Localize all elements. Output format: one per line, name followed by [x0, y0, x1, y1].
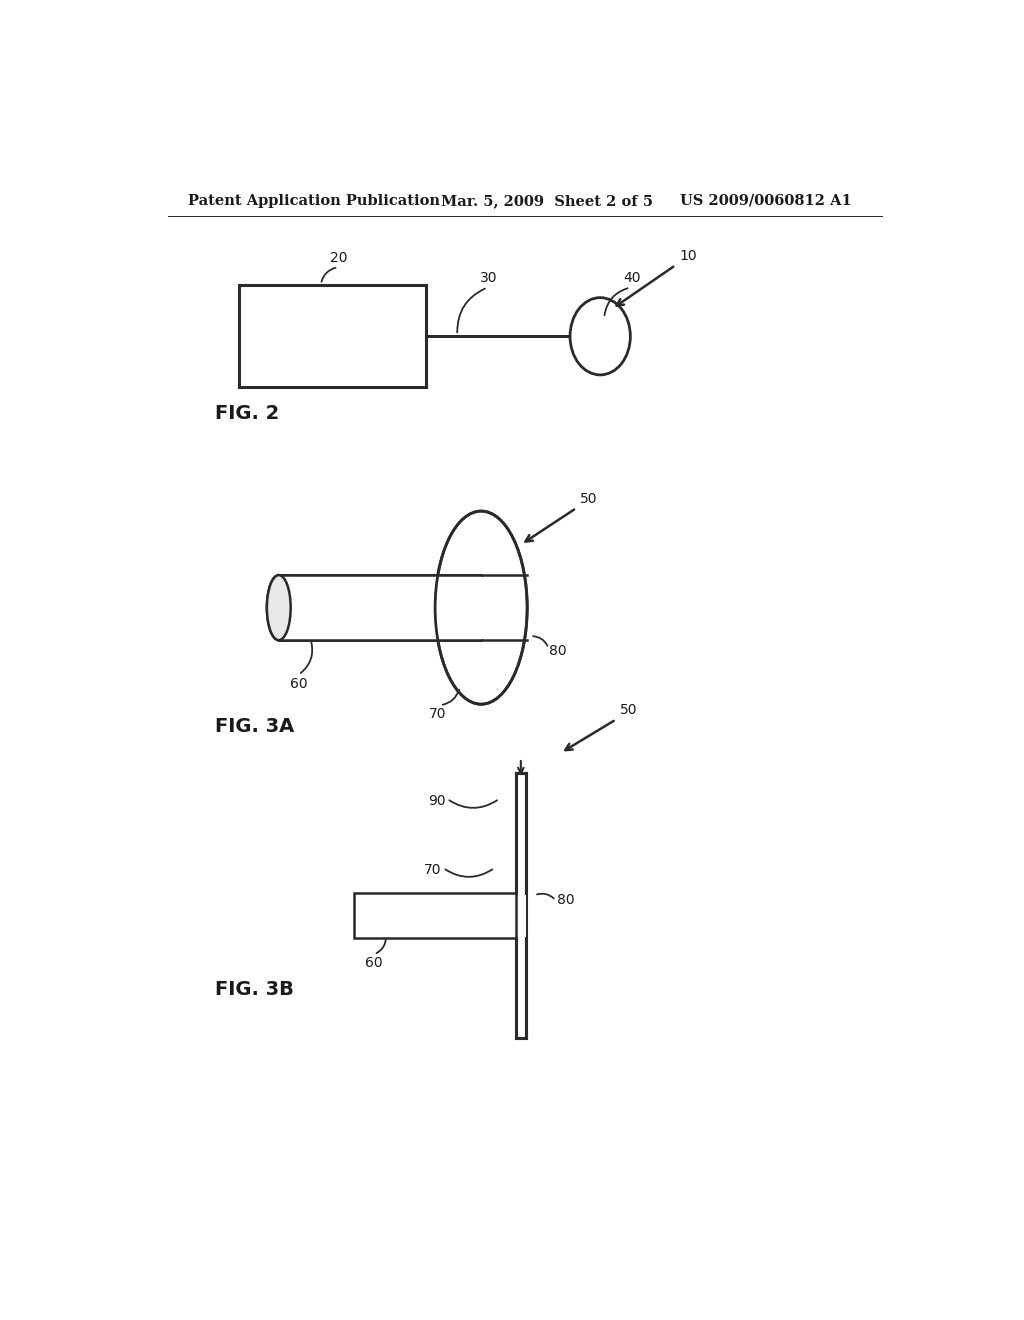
Text: 80: 80: [557, 894, 574, 907]
Circle shape: [570, 297, 631, 375]
Bar: [279, 576, 481, 640]
Text: Mar. 5, 2009  Sheet 2 of 5: Mar. 5, 2009 Sheet 2 of 5: [441, 194, 653, 209]
Text: FIG. 3A: FIG. 3A: [215, 718, 295, 737]
Text: 50: 50: [581, 492, 598, 506]
Ellipse shape: [267, 576, 291, 640]
Ellipse shape: [267, 576, 291, 640]
Text: FIG. 2: FIG. 2: [215, 404, 280, 424]
Text: 20: 20: [330, 251, 347, 265]
Text: 80: 80: [549, 644, 566, 659]
Text: 40: 40: [624, 272, 641, 285]
Text: 70: 70: [429, 708, 446, 721]
Text: 70: 70: [424, 863, 441, 876]
Text: 50: 50: [620, 704, 638, 718]
Text: 60: 60: [290, 677, 307, 690]
Bar: [240, 285, 426, 387]
Text: US 2009/0060812 A1: US 2009/0060812 A1: [680, 194, 851, 209]
Text: 10: 10: [680, 249, 697, 263]
Bar: [279, 576, 481, 640]
Ellipse shape: [435, 511, 527, 704]
Bar: [354, 894, 516, 939]
Text: 60: 60: [366, 956, 383, 970]
Text: Patent Application Publication: Patent Application Publication: [187, 194, 439, 209]
Bar: [516, 774, 525, 1038]
Text: 90: 90: [428, 793, 445, 808]
Bar: [515, 892, 526, 939]
Text: FIG. 3B: FIG. 3B: [215, 979, 294, 999]
Text: 30: 30: [480, 272, 498, 285]
